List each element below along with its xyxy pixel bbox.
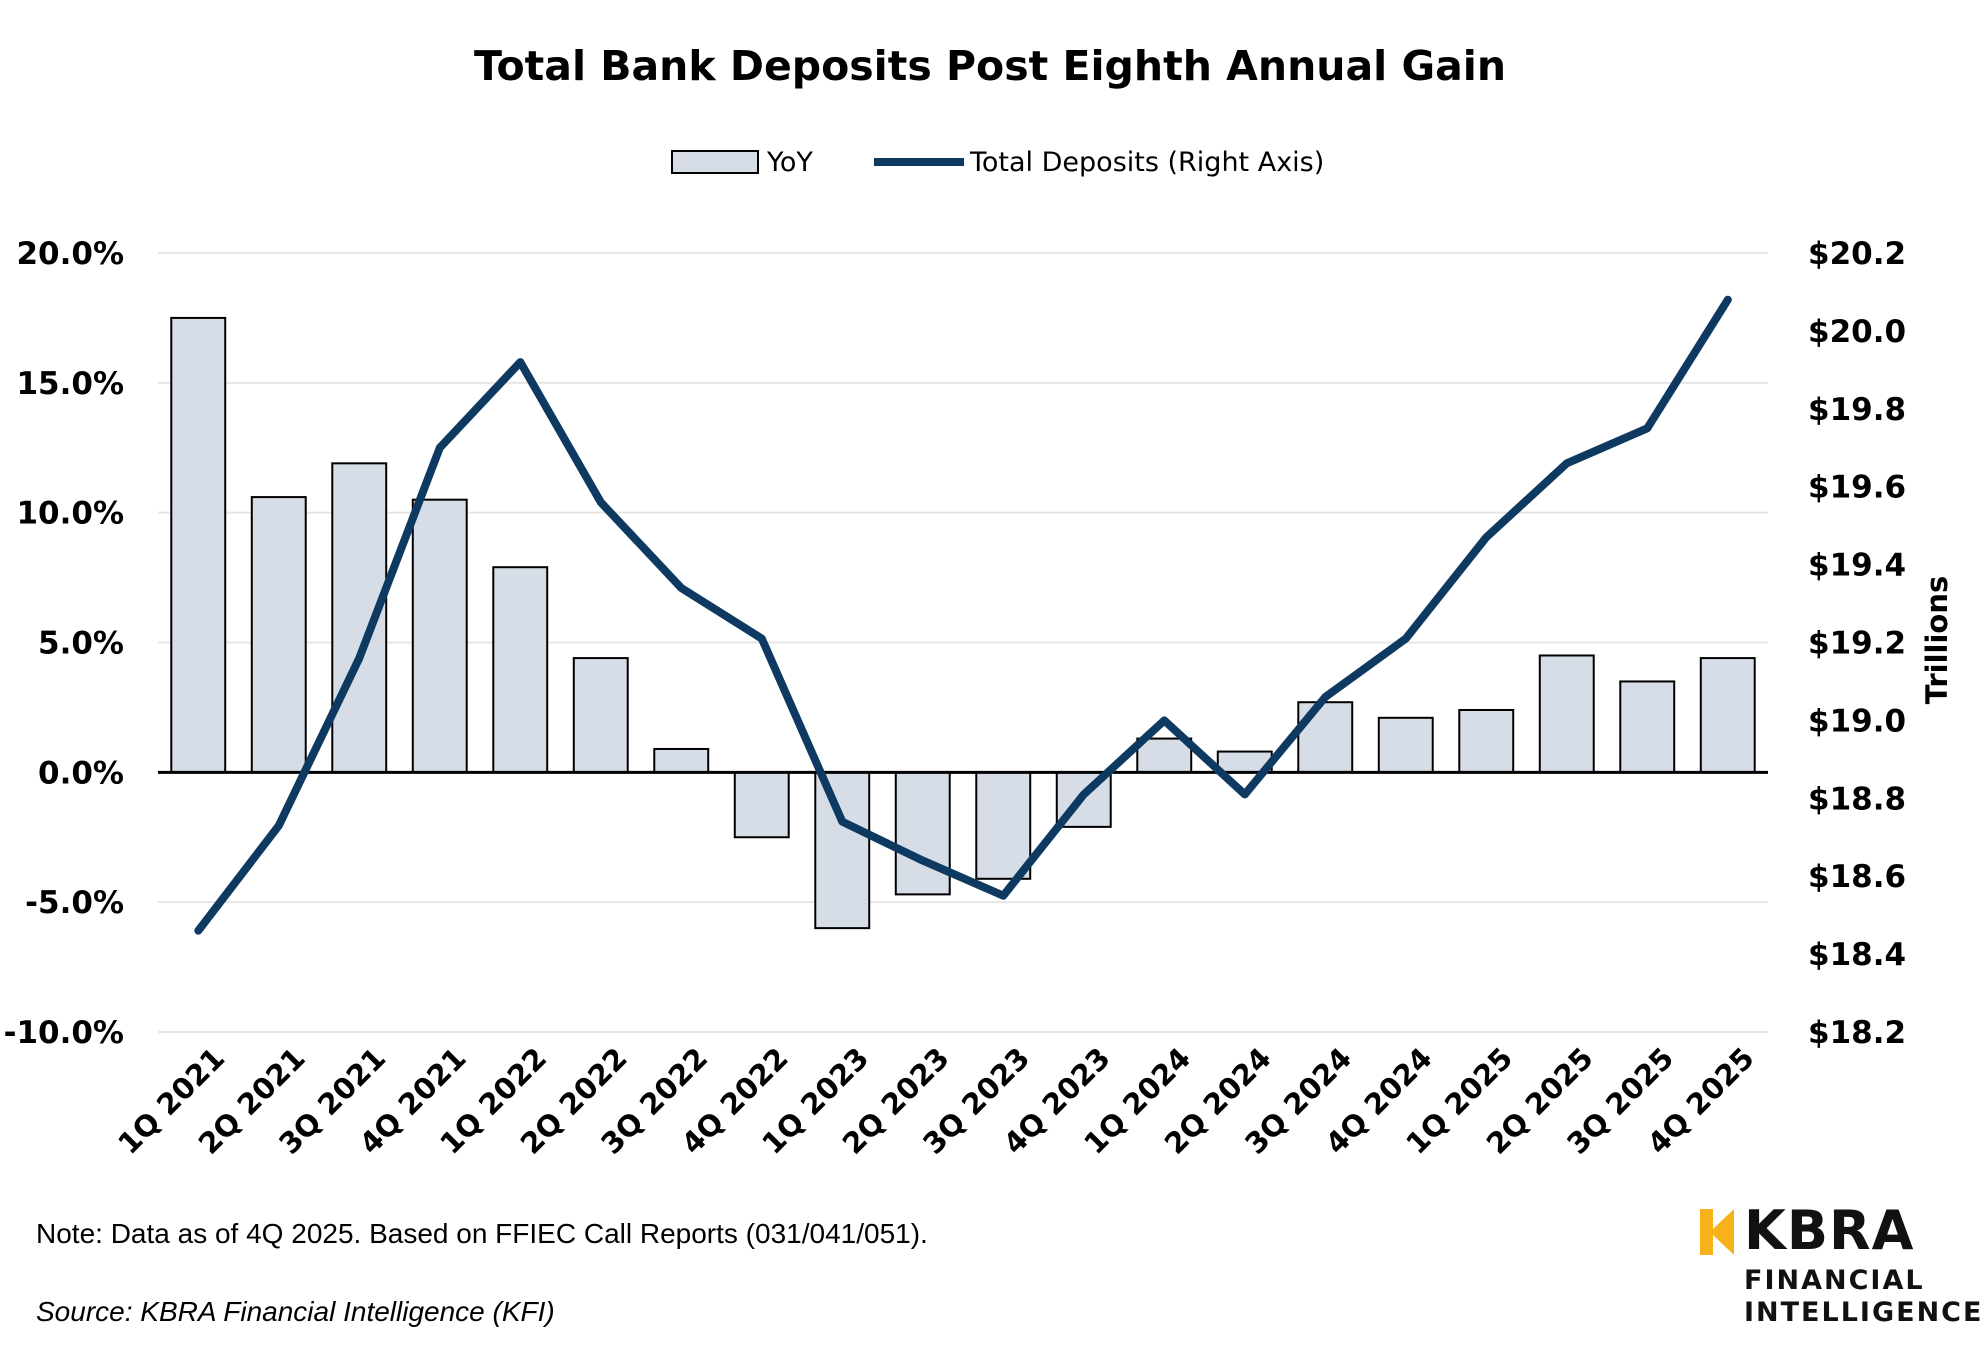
bar [250, 496, 307, 774]
bar [1136, 737, 1193, 774]
y-left-tick-label: 10.0% [16, 496, 124, 532]
y-right-tick-label: $19.2 [1808, 626, 1906, 662]
kbra-logo-mark [1700, 1209, 1734, 1255]
y-left-tick-label: 20.0% [16, 236, 124, 272]
legend: YoY Total Deposits (Right Axis) [671, 147, 1324, 178]
bar [411, 498, 468, 774]
logo-wordmark: KBRA [1744, 1199, 1915, 1262]
y-right-tick-label: $18.2 [1808, 1015, 1906, 1051]
bar [975, 771, 1032, 880]
kbra-logo: KBRA FINANCIAL INTELLIGENCE [1700, 1199, 1980, 1335]
bar [170, 316, 227, 774]
bar [1538, 654, 1595, 774]
y-right-tick-label: $19.4 [1808, 548, 1906, 584]
bar [733, 771, 790, 839]
bar [1297, 701, 1354, 774]
chart-title: Total Bank Deposits Post Eighth Annual G… [474, 42, 1506, 90]
y-axis-right-label: Trillions [1920, 576, 1954, 705]
bar [653, 747, 710, 774]
source-note: Source: KBRA Financial Intelligence (KFI… [36, 1296, 555, 1327]
y-right-tick-label: $18.4 [1808, 937, 1906, 973]
bar [492, 566, 549, 774]
y-right-tick-label: $19.0 [1808, 703, 1906, 739]
y-axis-right: $20.2 $20.0 $19.8 $19.6 $19.4 $19.2 $19.0 $18.8… [1808, 236, 1906, 1051]
legend-label-yoy: YoY [766, 147, 813, 178]
y-right-tick-label: $20.2 [1808, 236, 1906, 272]
y-right-tick-label: $19.8 [1808, 392, 1906, 428]
bar [1377, 716, 1434, 774]
logo-subtitle-line2: INTELLIGENCE [1744, 1297, 1980, 1328]
y-axis-left: 20.0% 15.0% 10.0% 5.0% 0.0% -5.0% -10.0% [4, 236, 124, 1051]
bar [1458, 709, 1515, 774]
line-series-total-deposits [194, 295, 1732, 935]
y-left-tick-label: 0.0% [38, 755, 124, 791]
footnote: Note: Data as of 4Q 2025. Based on FFIEC… [36, 1218, 928, 1249]
legend-swatch-yoy [671, 150, 759, 174]
y-left-tick-label: 5.0% [38, 626, 124, 662]
y-right-tick-label: $19.6 [1808, 470, 1906, 506]
bar [814, 771, 871, 930]
bar [1619, 680, 1676, 774]
y-right-tick-label: $18.6 [1808, 859, 1906, 895]
y-left-tick-label: 15.0% [16, 366, 124, 402]
bar-series-yoy [170, 316, 1756, 930]
logo-subtitle-line1: FINANCIAL [1744, 1265, 1925, 1296]
bar [1699, 657, 1756, 774]
y-left-tick-label: -10.0% [4, 1015, 124, 1051]
y-left-tick-label: -5.0% [25, 885, 124, 921]
y-right-tick-label: $20.0 [1808, 314, 1906, 350]
bar [894, 771, 951, 896]
legend-label-deposits: Total Deposits (Right Axis) [969, 147, 1324, 178]
gridlines [158, 252, 1768, 1033]
y-right-tick-label: $18.8 [1808, 781, 1906, 817]
bar [572, 657, 629, 774]
